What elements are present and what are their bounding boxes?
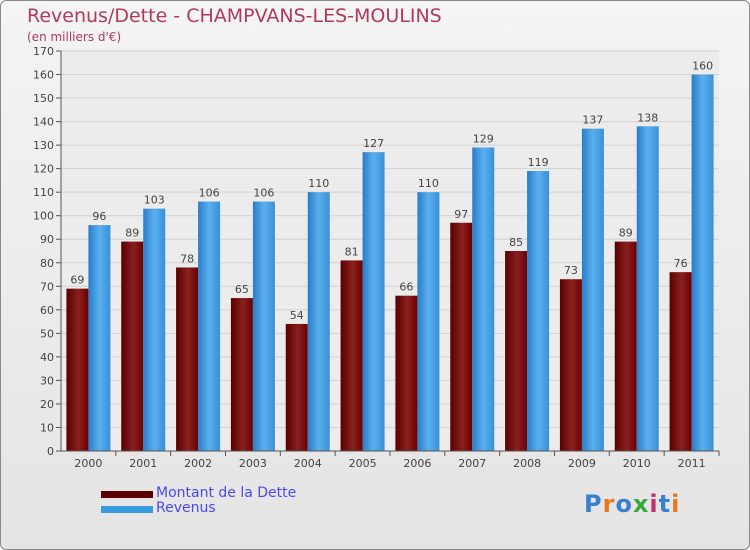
x-tick-label: 2003 [239,457,267,470]
bar-revenus [143,208,166,451]
bar-revenus [472,147,495,451]
y-tick-label: 100 [33,210,54,223]
bar-revenus [636,126,659,451]
legend-swatch-dette [101,491,153,498]
data-label-revenus: 96 [92,210,106,223]
y-tick-label: 0 [47,445,54,458]
legend-label-revenus: Revenus [156,500,216,516]
data-label-revenus: 106 [199,187,220,200]
y-tick-label: 80 [40,257,54,270]
y-tick-label: 140 [33,116,54,129]
y-tick-label: 10 [40,421,54,434]
data-label-dette: 66 [399,281,413,294]
x-tick-label: 2001 [129,457,157,470]
y-tick-label: 30 [40,374,54,387]
bar-revenus [581,128,604,451]
bar-revenus [198,201,221,451]
bar-dette [176,267,199,451]
x-tick-label: 2006 [403,457,431,470]
chart-subtitle: (en milliers d'€) [27,30,122,44]
data-label-dette: 81 [345,245,359,258]
bar-dette [340,260,363,451]
bar-revenus [691,74,714,451]
data-label-dette: 65 [235,283,249,296]
bar-revenus [88,225,111,451]
data-label-dette: 89 [125,227,139,240]
bar-dette [669,272,692,451]
data-label-revenus: 119 [528,156,549,169]
bar-dette [395,295,418,451]
bar-dette [505,251,528,451]
bar-dette [614,241,637,451]
x-tick-label: 2008 [513,457,541,470]
data-label-dette: 69 [70,274,84,287]
y-tick-label: 60 [40,304,54,317]
data-label-revenus: 110 [308,177,329,190]
chart-title: Revenus/Dette - CHAMPVANS-LES-MOULINS [27,5,442,27]
legend-swatch-revenus [101,506,153,513]
x-tick-label: 2011 [678,457,706,470]
data-label-revenus: 110 [418,177,439,190]
data-label-dette: 76 [674,257,688,270]
bar-revenus [307,192,330,452]
bar-dette [450,222,473,451]
y-tick-label: 150 [33,92,54,105]
bar-revenus [417,192,440,452]
data-label-revenus: 160 [692,60,713,73]
data-label-dette: 97 [454,208,468,221]
plot-area [61,51,719,451]
bar-dette [285,323,308,451]
y-tick-label: 50 [40,327,54,340]
x-tick-label: 2007 [458,457,486,470]
x-tick-label: 2000 [74,457,102,470]
bar-revenus [362,152,385,452]
data-label-revenus: 138 [637,111,658,124]
x-tick-label: 2004 [294,457,322,470]
proxiti-logo: Proxiti [584,490,681,518]
x-tick-label: 2005 [349,457,377,470]
legend-label-dette: Montant de la Dette [156,485,297,501]
y-tick-label: 130 [33,139,54,152]
data-label-dette: 85 [509,236,523,249]
y-tick-label: 110 [33,186,54,199]
y-tick-label: 70 [40,280,54,293]
bar-dette [230,298,253,451]
data-label-dette: 73 [564,264,578,277]
bar-dette [559,279,582,451]
data-label-revenus: 137 [582,114,603,127]
y-tick-label: 20 [40,398,54,411]
bar-dette [66,288,89,451]
bar-revenus [252,201,275,451]
data-label-dette: 54 [290,309,304,322]
y-tick-label: 90 [40,233,54,246]
data-label-dette: 89 [619,227,633,240]
data-label-revenus: 127 [363,137,384,150]
y-tick-label: 170 [33,45,54,58]
data-label-revenus: 106 [253,187,274,200]
y-tick-label: 40 [40,351,54,364]
x-tick-label: 2002 [184,457,212,470]
bar-dette [121,241,144,451]
data-label-revenus: 103 [144,194,165,207]
data-label-dette: 78 [180,252,194,265]
y-tick-label: 160 [33,69,54,82]
x-tick-label: 2009 [568,457,596,470]
bar-revenus [527,171,550,451]
y-tick-label: 120 [33,163,54,176]
x-tick-label: 2010 [623,457,651,470]
data-label-revenus: 129 [473,132,494,145]
